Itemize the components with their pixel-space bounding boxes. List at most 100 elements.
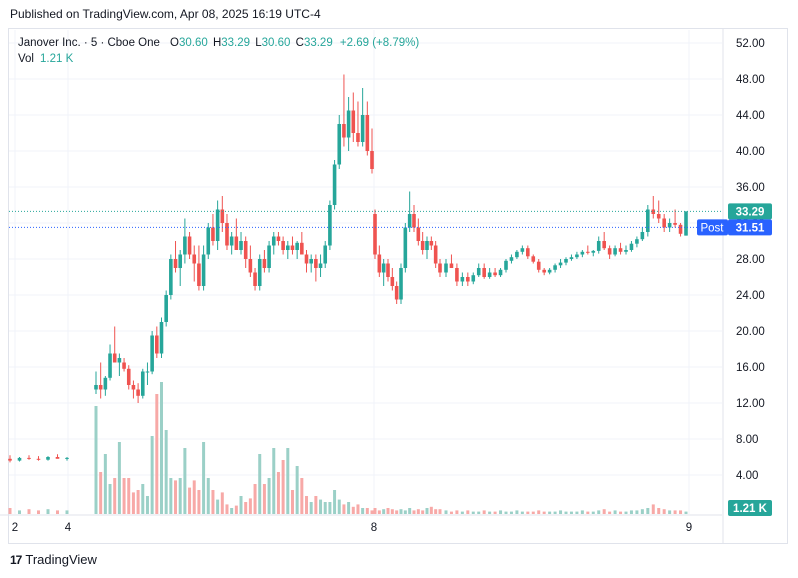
candle-body <box>239 241 243 250</box>
volume-bar <box>591 511 595 514</box>
candle <box>498 268 503 277</box>
volume-bar <box>281 460 285 514</box>
candle-body <box>36 458 41 460</box>
candle <box>425 236 429 259</box>
volume-bar <box>684 511 688 514</box>
candle <box>399 263 403 304</box>
candle <box>662 214 666 232</box>
candle-body <box>285 245 290 250</box>
candle-body <box>569 257 574 259</box>
candle-body <box>377 254 382 273</box>
volume-bar <box>136 490 140 514</box>
candle <box>602 232 606 250</box>
candle-body <box>399 268 403 300</box>
volume-bar <box>159 382 163 514</box>
candle <box>365 101 370 156</box>
candle <box>290 236 295 255</box>
volume-bar <box>188 487 192 514</box>
candle <box>304 250 309 273</box>
candle <box>569 254 574 261</box>
volume-bar <box>509 511 513 514</box>
candle-body <box>536 261 541 270</box>
volume-bar <box>8 508 12 514</box>
legend-ohlc: O30.60 H33.29 L30.60 C33.29 +2.69 (+8.79… <box>170 37 419 49</box>
volume-bar <box>477 511 481 514</box>
candle-body <box>206 227 211 255</box>
candle <box>547 268 552 275</box>
candle <box>136 383 140 403</box>
candle <box>449 254 454 268</box>
candle <box>515 250 519 259</box>
candle-body <box>438 263 442 273</box>
candle-body <box>420 241 425 250</box>
candle <box>173 241 178 273</box>
candlesticks <box>8 74 688 463</box>
y-tick-label: 48.00 <box>736 74 765 86</box>
candle <box>346 97 351 151</box>
candle-body <box>271 236 276 246</box>
candle-body <box>295 242 299 250</box>
candle-body <box>591 250 596 253</box>
candle-body <box>360 115 365 142</box>
volume-bar <box>438 509 442 514</box>
legend-o-value: 30.60 <box>179 37 208 49</box>
candle <box>381 259 386 286</box>
volume-bar <box>99 472 103 514</box>
candle-body <box>98 385 103 390</box>
footer-brand[interactable]: 17 TradingView <box>10 552 97 567</box>
volume-bar <box>646 508 650 514</box>
volume-bar <box>356 504 360 514</box>
volume-bar <box>559 510 563 514</box>
candle <box>169 254 173 300</box>
volume-bar <box>395 510 399 514</box>
volume-bar <box>373 508 377 514</box>
candle <box>656 200 661 223</box>
candle-body <box>580 251 585 255</box>
volume-bar <box>258 454 262 514</box>
last-price-text: 33.29 <box>736 206 765 218</box>
candle <box>108 344 112 381</box>
candle-body <box>337 124 342 165</box>
candle <box>412 205 416 232</box>
candle <box>591 250 596 257</box>
candle-body <box>520 248 525 252</box>
candle-body <box>381 263 386 273</box>
candle-body <box>673 223 677 225</box>
y-tick-label: 28.00 <box>736 254 765 266</box>
y-tick-label: 44.00 <box>736 110 765 122</box>
volume-bar <box>597 510 601 514</box>
candle-body <box>425 241 429 250</box>
volume-bar <box>27 509 31 514</box>
candle <box>342 74 346 147</box>
volume-bar <box>248 498 252 514</box>
x-tick-label: 2 <box>12 522 18 534</box>
candle-body <box>267 245 271 268</box>
candle <box>94 371 98 394</box>
candle <box>678 223 683 237</box>
candle <box>373 209 377 259</box>
candle-body <box>624 250 628 252</box>
candle-body <box>309 259 313 264</box>
candle-body <box>290 245 295 250</box>
candle <box>276 232 281 246</box>
candle <box>234 218 239 250</box>
candle <box>504 259 508 273</box>
candle <box>673 209 677 228</box>
candle-body <box>46 457 50 460</box>
candle <box>8 455 12 463</box>
candle-body <box>276 236 281 241</box>
volume-bar <box>416 509 420 514</box>
volume-bar <box>178 478 182 514</box>
candle-body <box>27 457 31 459</box>
candle <box>17 457 22 462</box>
volume-bar <box>377 510 381 514</box>
volume-bar <box>449 511 453 514</box>
volume-bar <box>390 509 394 514</box>
candle-body <box>390 277 395 286</box>
volume-bar <box>602 509 606 514</box>
candle <box>285 241 290 259</box>
candle-body <box>684 211 688 236</box>
post-label-tag <box>697 219 728 236</box>
volume-bar <box>113 478 117 514</box>
